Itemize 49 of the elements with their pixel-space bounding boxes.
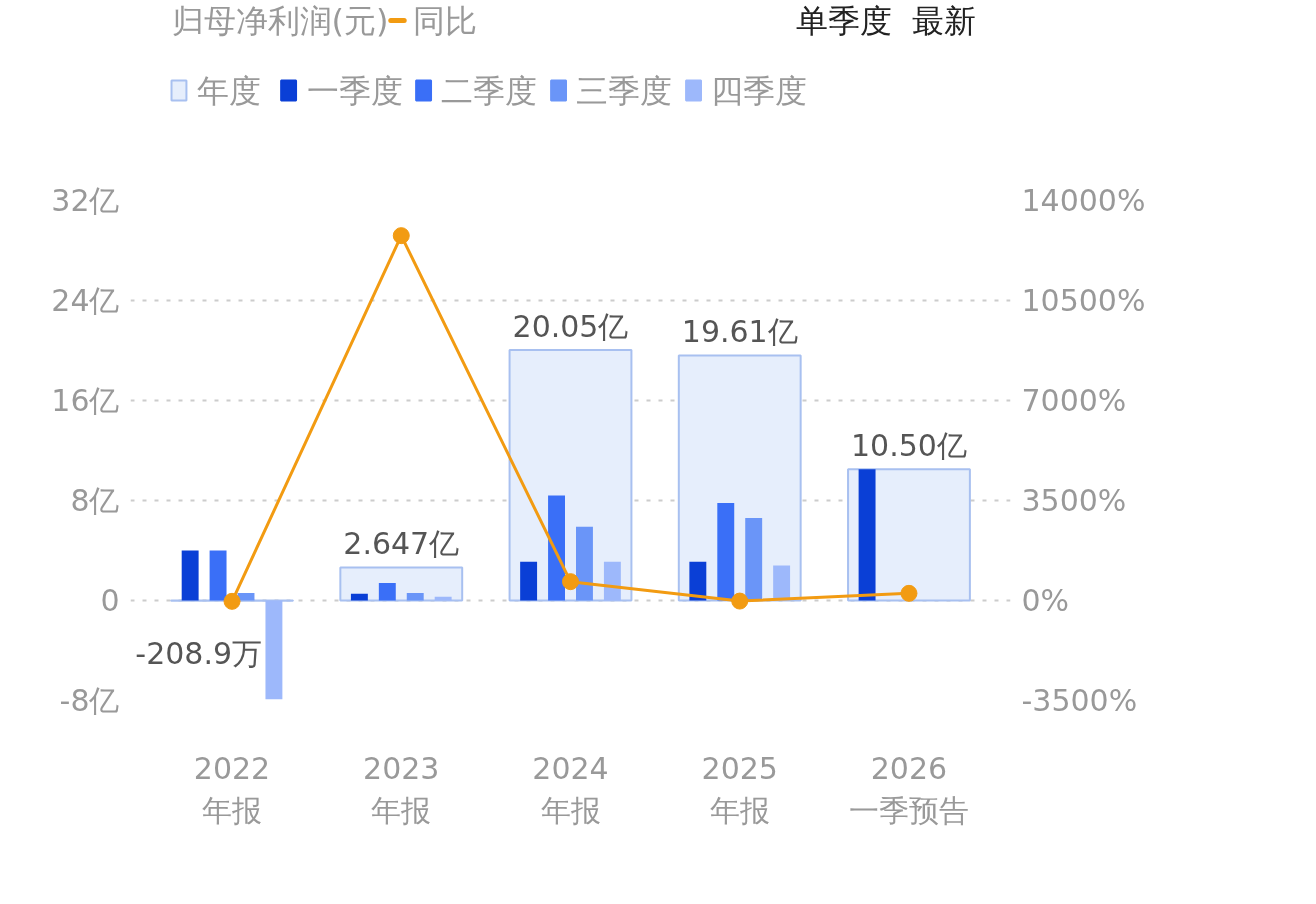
point	[392, 227, 410, 245]
bar	[717, 503, 735, 601]
point	[900, 584, 918, 602]
x-tick-label: 2024 年报	[532, 750, 609, 828]
y-tick-label: 0	[100, 583, 120, 618]
y-tick-label: 32亿	[51, 183, 120, 218]
point	[562, 573, 579, 591]
x-tick-label: 2023 年报	[363, 750, 440, 828]
bar	[520, 561, 538, 601]
x-tick-label: 2026 一季预告	[848, 750, 969, 828]
x-tick-label: 2025 年报	[701, 750, 778, 828]
y-tick-label: 8亿	[70, 483, 120, 518]
bar	[858, 469, 876, 601]
legend-label: 同比	[413, 1, 478, 40]
bar	[209, 550, 227, 601]
legend-label: 一季度	[306, 71, 403, 110]
bar	[406, 593, 424, 601]
bar	[745, 518, 763, 601]
y2-tick-label: 14000%	[1021, 183, 1146, 218]
y-tick-label: 24亿	[51, 283, 120, 318]
y-tick-label: 16亿	[51, 383, 120, 418]
data-label: 20.05亿	[512, 308, 629, 344]
legend-label: 三季度	[576, 71, 673, 110]
x-tick-label: 2022 年报	[193, 750, 271, 828]
legend-label: 二季度	[441, 71, 538, 110]
annotation: -208.9万	[135, 636, 263, 672]
bar	[350, 593, 368, 601]
data-label: 2.647亿	[343, 526, 460, 562]
y-tick-label: -8亿	[59, 683, 120, 718]
bar	[576, 526, 593, 601]
text: 单季度	[795, 1, 892, 40]
y2-tick-label: 10500%	[1021, 283, 1146, 318]
point	[731, 592, 749, 610]
bar	[237, 593, 255, 601]
y2-tick-label: 3500%	[1021, 483, 1127, 518]
bar	[548, 495, 565, 601]
y2-tick-label: 7000%	[1021, 383, 1127, 418]
text: 最新	[912, 1, 977, 40]
legend-label: 四季度	[711, 71, 808, 110]
bar	[378, 583, 396, 601]
bar	[181, 550, 199, 601]
y2-tick-label: 0%	[1021, 583, 1070, 618]
legend-label: 年度	[196, 71, 261, 110]
point	[223, 592, 241, 610]
data-label: 10.50亿	[851, 428, 967, 464]
chart-title: 归母净利润(元)	[171, 1, 389, 40]
y2-tick-label: -3500%	[1021, 683, 1138, 718]
bar	[689, 561, 707, 601]
data-label: 19.61亿	[681, 314, 798, 350]
